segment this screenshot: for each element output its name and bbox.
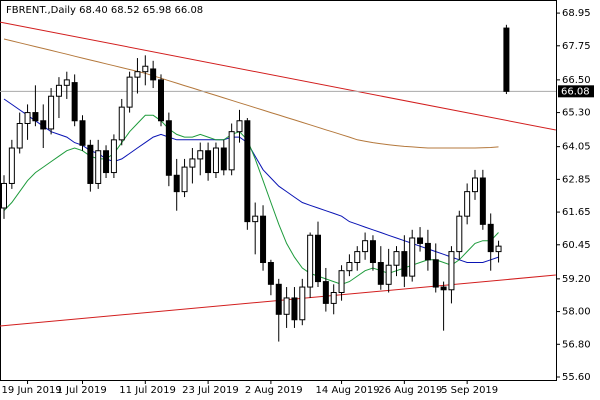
candle-body [456,215,463,253]
candle-body [385,264,392,285]
plot [0,21,556,342]
candle-body [126,76,133,108]
candle-body [479,177,486,225]
y-tick-label: 65.30 [562,108,591,119]
candle-body [244,120,251,223]
candle-body [110,139,117,174]
candle-body [417,237,424,244]
x-tick-label: 26 Aug 2019 [378,385,442,396]
candle-body [315,234,321,283]
trendline [0,21,556,131]
y-tick-label: 67.75 [562,41,591,52]
candle-body [472,177,478,193]
candle-body [24,112,31,124]
candle-body [503,27,510,92]
candle-body [158,79,164,122]
last-price-label: 66.08 [561,86,590,97]
candle-body [291,297,298,321]
chart-header: FBRENT.,Daily 68.40 68.52 65.98 66.08 [6,5,203,16]
candle-body [48,95,55,130]
candle-body [8,147,15,184]
candle-body [236,120,243,133]
candle-body [181,166,188,193]
candle-body [440,286,447,291]
candle-body [354,251,361,264]
candle-body [495,245,502,253]
candle-body [432,259,439,288]
candle-body [220,147,227,171]
candle-body [1,182,7,209]
x-tick-label: 14 Aug 2019 [316,385,380,396]
candle-body [283,297,290,315]
last-price-box [558,85,594,98]
y-tick-label: 55.60 [562,372,591,383]
candle-body [338,270,345,293]
candle-body [252,215,259,223]
candle-body [197,150,204,160]
candle-body [189,158,196,168]
candle-body [448,251,455,291]
candle-body [55,84,62,97]
y-tick-label: 66.50 [562,75,591,86]
y-tick-label: 68.95 [562,8,591,19]
candle-body [79,120,86,146]
candle-body [212,147,219,174]
candle-body [142,65,149,73]
candle-body [275,283,282,315]
candle-body [409,237,416,277]
candle-body [299,286,306,321]
candle-body [424,242,431,261]
candle-body [40,120,47,130]
candle-body [346,262,353,272]
candle-body [134,71,141,78]
candle-body [260,215,267,264]
candle-body [464,191,471,217]
y-tick-label: 59.20 [562,274,591,285]
candle-body [16,122,23,149]
candle-body [330,291,337,304]
x-tick-label: 5 Sep 2019 [441,385,498,396]
candle-body [71,82,78,122]
x-tick-label: 1 Jul 2019 [57,385,107,396]
candle-body [150,68,157,81]
y-tick-label: 64.05 [562,142,591,153]
x-tick-label: 11 Jul 2019 [119,385,176,396]
y-tick-label: 62.85 [562,174,591,185]
candle-body [307,234,314,288]
y-tick-label: 60.45 [562,240,591,251]
x-tick-label: 2 Aug 2019 [245,385,303,396]
candle-body [63,79,70,86]
candle-body [103,150,110,174]
candle-body [95,150,102,184]
candle-body [322,281,329,304]
candle-body [32,112,39,122]
y-tick-label: 61.65 [562,207,591,218]
candle-body [487,223,494,253]
candle-body [362,240,369,253]
candle-body [228,131,235,171]
moving-average [3,38,499,149]
candle-body [173,174,180,193]
x-tick-label: 23 Jul 2019 [182,385,239,396]
moving-average [3,114,499,285]
candle-body [165,120,172,176]
candle-body [205,150,212,174]
y-tick-label: 58.00 [562,307,591,318]
candle-body [377,262,384,285]
x-tick-label: 19 Jun 2019 [2,385,62,396]
candle-body [118,106,125,141]
candle-body [369,240,376,264]
candle-body [401,251,408,277]
candle-body [267,262,274,285]
y-tick-label: 56.80 [562,339,591,350]
candle-body [87,144,94,184]
candle-body [393,251,400,266]
